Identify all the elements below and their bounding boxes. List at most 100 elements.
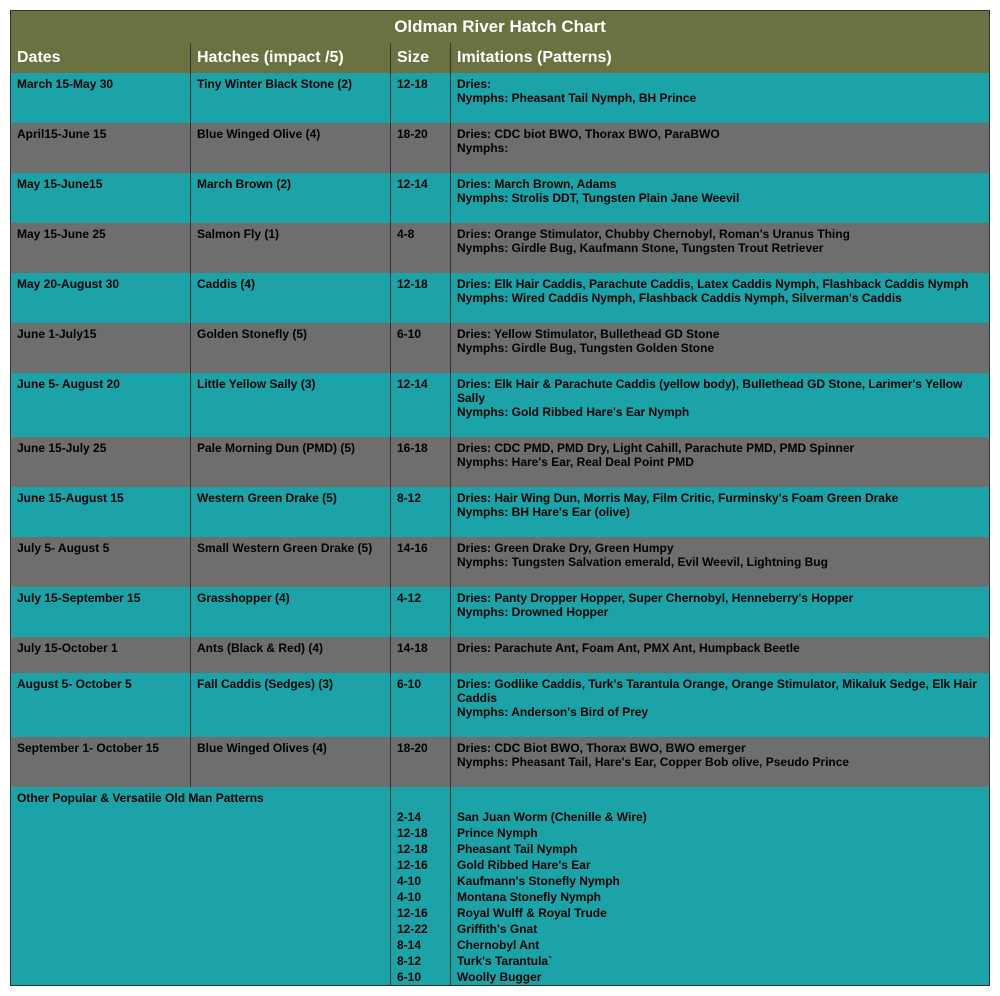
other-pattern-row: 2-14San Juan Worm (Chenille & Wire) <box>11 809 989 825</box>
cell-imitations: Dries: Orange Stimulator, Chubby Chernob… <box>451 223 989 273</box>
cell-imitations: Dries: Elk Hair & Parachute Caddis (yell… <box>451 373 989 437</box>
nymphs-line: Nymphs: Gold Ribbed Hare's Ear Nymph <box>457 405 983 419</box>
other-name: Royal Wulff & Royal Trude <box>451 905 989 921</box>
cell-hatch: Little Yellow Sally (3) <box>191 373 391 437</box>
other-pattern-row: 4-10Kaufmann's Stonefly Nymph <box>11 873 989 889</box>
other-name: Gold Ribbed Hare's Ear <box>451 857 989 873</box>
other-name: Woolly Bugger <box>451 969 989 985</box>
cell-dates: June 1-July15 <box>11 323 191 373</box>
dries-line: Dries: Elk Hair & Parachute Caddis (yell… <box>457 377 983 405</box>
dries-line: Dries: March Brown, Adams <box>457 177 983 191</box>
dries-line: Dries: Parachute Ant, Foam Ant, PMX Ant,… <box>457 641 983 655</box>
rows-container: March 15-May 30Tiny Winter Black Stone (… <box>11 73 989 787</box>
other-pattern-row: 12-18Pheasant Tail Nymph <box>11 841 989 857</box>
spacer-line <box>457 305 983 319</box>
spacer-line <box>457 655 983 669</box>
hatch-row: June 15-August 15Western Green Drake (5)… <box>11 487 989 537</box>
cell-size: 12-14 <box>391 173 451 223</box>
hatch-row: June 1-July15Golden Stonefly (5)6-10Drie… <box>11 323 989 373</box>
nymphs-line: Nymphs: Girdle Bug, Kaufmann Stone, Tung… <box>457 241 983 255</box>
other-spacer <box>11 921 391 937</box>
other-name: Chernobyl Ant <box>451 937 989 953</box>
hatch-row: July 5- August 5Small Western Green Drak… <box>11 537 989 587</box>
cell-imitations: Dries: March Brown, AdamsNymphs: Strolis… <box>451 173 989 223</box>
dries-line: Dries: CDC PMD, PMD Dry, Light Cahill, P… <box>457 441 983 455</box>
header-hatches: Hatches (impact /5) <box>191 43 391 73</box>
cell-imitations: Dries: Green Drake Dry, Green HumpyNymph… <box>451 537 989 587</box>
cell-dates: May 15-June 25 <box>11 223 191 273</box>
spacer-line <box>457 355 983 369</box>
nymphs-line: Nymphs: Pheasant Tail Nymph, BH Prince <box>457 91 983 105</box>
cell-imitations: Dries: CDC PMD, PMD Dry, Light Cahill, P… <box>451 437 989 487</box>
cell-hatch: Small Western Green Drake (5) <box>191 537 391 587</box>
hatch-row: July 15-October 1Ants (Black & Red) (4)1… <box>11 637 989 673</box>
spacer-line <box>457 619 983 633</box>
spacer-line <box>457 419 983 433</box>
other-name: Prince Nymph <box>451 825 989 841</box>
spacer-line <box>457 569 983 583</box>
hatch-row: April15-June 15Blue Winged Olive (4)18-2… <box>11 123 989 173</box>
other-spacer <box>11 841 391 857</box>
other-spacer <box>11 889 391 905</box>
chart-title: Oldman River Hatch Chart <box>11 11 989 43</box>
cell-dates: June 15-July 25 <box>11 437 191 487</box>
dries-line: Dries: Panty Dropper Hopper, Super Chern… <box>457 591 983 605</box>
other-size: 12-16 <box>391 905 451 921</box>
other-size: 4-10 <box>391 889 451 905</box>
other-size: 12-16 <box>391 857 451 873</box>
cell-hatch: Blue Winged Olives (4) <box>191 737 391 787</box>
cell-size: 12-14 <box>391 373 451 437</box>
other-spacer <box>11 937 391 953</box>
cell-size: 4-12 <box>391 587 451 637</box>
cell-dates: March 15-May 30 <box>11 73 191 123</box>
cell-size: 18-20 <box>391 123 451 173</box>
hatch-row: May 15-June 25Salmon Fly (1)4-8Dries: Or… <box>11 223 989 273</box>
spacer-line <box>457 719 983 733</box>
other-patterns-section: Other Popular & Versatile Old Man Patter… <box>11 787 989 985</box>
other-size: 8-12 <box>391 953 451 969</box>
cell-hatch: Tiny Winter Black Stone (2) <box>191 73 391 123</box>
other-imit-blank <box>451 787 989 809</box>
cell-hatch: March Brown (2) <box>191 173 391 223</box>
nymphs-line: Nymphs: Wired Caddis Nymph, Flashback Ca… <box>457 291 983 305</box>
other-size: 2-14 <box>391 809 451 825</box>
cell-hatch: Grasshopper (4) <box>191 587 391 637</box>
nymphs-line: Nymphs: <box>457 141 983 155</box>
nymphs-line: Nymphs: Anderson's Bird of Prey <box>457 705 983 719</box>
other-pattern-row: 12-18Prince Nymph <box>11 825 989 841</box>
dries-line: Dries: Godlike Caddis, Turk's Tarantula … <box>457 677 983 705</box>
other-size: 12-18 <box>391 841 451 857</box>
hatch-row: May 20-August 30Caddis (4)12-18Dries: El… <box>11 273 989 323</box>
other-pattern-row: 12-22Griffith's Gnat <box>11 921 989 937</box>
other-spacer <box>11 905 391 921</box>
other-spacer <box>11 969 391 985</box>
cell-dates: June 5- August 20 <box>11 373 191 437</box>
nymphs-line: Nymphs: Drowned Hopper <box>457 605 983 619</box>
cell-imitations: Dries: CDC biot BWO, Thorax BWO, ParaBWO… <box>451 123 989 173</box>
hatch-row: August 5- October 5Fall Caddis (Sedges) … <box>11 673 989 737</box>
spacer-line <box>457 519 983 533</box>
other-pattern-row: 6-10Woolly Bugger <box>11 969 989 985</box>
cell-dates: July 15-September 15 <box>11 587 191 637</box>
cell-imitations: Dries: Panty Dropper Hopper, Super Chern… <box>451 587 989 637</box>
spacer-line <box>457 469 983 483</box>
nymphs-line: Nymphs: BH Hare's Ear (olive) <box>457 505 983 519</box>
cell-size: 18-20 <box>391 737 451 787</box>
cell-size: 4-8 <box>391 223 451 273</box>
dries-line: Dries: Elk Hair Caddis, Parachute Caddis… <box>457 277 983 291</box>
cell-dates: July 5- August 5 <box>11 537 191 587</box>
other-name: Griffith's Gnat <box>451 921 989 937</box>
other-pattern-row: 12-16Gold Ribbed Hare's Ear <box>11 857 989 873</box>
cell-size: 14-16 <box>391 537 451 587</box>
cell-dates: September 1- October 15 <box>11 737 191 787</box>
header-imit: Imitations (Patterns) <box>451 43 989 73</box>
dries-line: Dries: Yellow Stimulator, Bullethead GD … <box>457 327 983 341</box>
hatch-row: June 5- August 20Little Yellow Sally (3)… <box>11 373 989 437</box>
spacer-line <box>457 105 983 119</box>
cell-hatch: Fall Caddis (Sedges) (3) <box>191 673 391 737</box>
other-size-blank <box>391 787 451 809</box>
hatch-row: July 15-September 15Grasshopper (4)4-12 D… <box>11 587 989 637</box>
column-headers: Dates Hatches (impact /5) Size Imitation… <box>11 43 989 73</box>
dries-line: Dries: CDC biot BWO, Thorax BWO, ParaBWO <box>457 127 983 141</box>
dries-line: Dries: CDC Biot BWO, Thorax BWO, BWO eme… <box>457 741 983 755</box>
